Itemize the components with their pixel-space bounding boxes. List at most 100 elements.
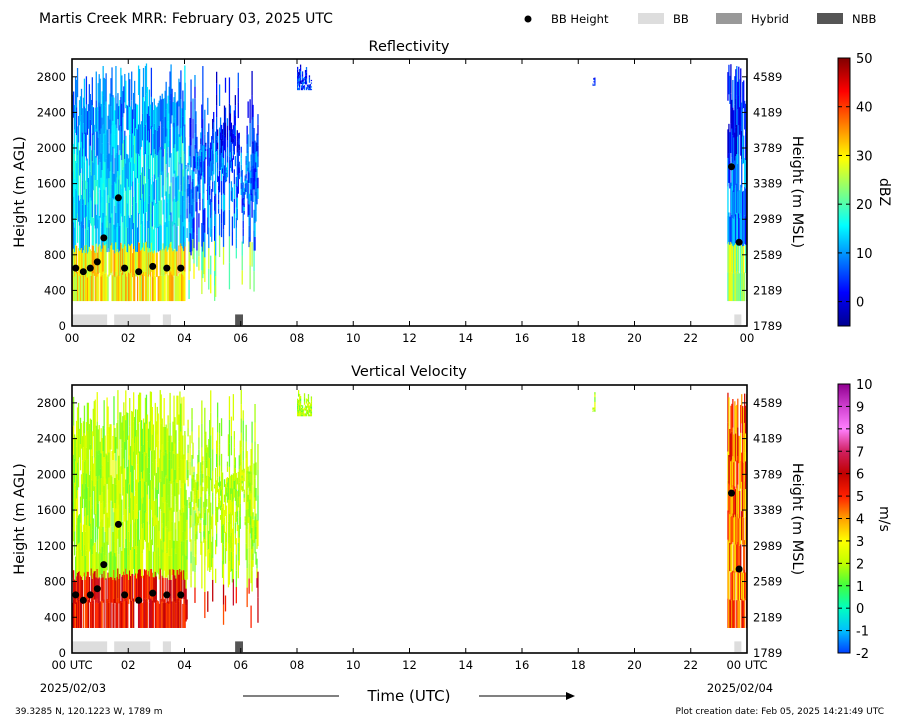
echo-cell bbox=[305, 69, 308, 73]
echo-cell bbox=[75, 162, 78, 191]
echo-cell bbox=[125, 245, 127, 274]
echo-cell bbox=[99, 78, 101, 107]
echo-cell bbox=[213, 132, 215, 144]
echo-cell bbox=[77, 599, 80, 628]
echo-cell bbox=[174, 522, 176, 549]
echo-cell bbox=[210, 390, 212, 413]
echo-cell bbox=[90, 598, 92, 628]
echo-cell bbox=[151, 226, 154, 252]
echo-cell bbox=[154, 129, 156, 155]
echo-cell bbox=[89, 119, 91, 146]
echo-cell bbox=[235, 587, 237, 604]
echo-cell bbox=[736, 124, 738, 155]
velocity-ylabel-msl: Height (m MSL) bbox=[789, 463, 805, 575]
echo-cell bbox=[88, 219, 91, 247]
echo-cell bbox=[209, 195, 211, 205]
echo-cell bbox=[207, 183, 209, 201]
echo-cell bbox=[188, 184, 190, 204]
echo-cell bbox=[122, 91, 124, 118]
y-tick-label: 400 bbox=[44, 283, 66, 297]
echo-cell bbox=[736, 600, 738, 628]
echo-cell bbox=[194, 133, 196, 145]
echo-cell bbox=[105, 130, 107, 159]
echo-cell bbox=[238, 167, 240, 174]
echo-cell bbox=[175, 152, 177, 178]
echo-cell bbox=[594, 79, 596, 82]
echo-cell bbox=[246, 153, 248, 163]
echo-cell bbox=[196, 498, 198, 507]
echo-cell bbox=[239, 465, 241, 479]
echo-cell bbox=[309, 87, 312, 88]
echo-cell bbox=[198, 486, 200, 499]
echo-cell bbox=[140, 602, 143, 628]
echo-cell bbox=[135, 504, 138, 529]
echo-cell bbox=[154, 276, 156, 302]
echo-cell bbox=[197, 186, 199, 192]
echo-cell bbox=[180, 487, 182, 516]
echo-cell bbox=[592, 409, 594, 410]
echo-cell bbox=[92, 573, 94, 601]
echo-cell bbox=[77, 543, 80, 572]
echo-cell bbox=[108, 477, 110, 503]
echo-cell bbox=[161, 575, 163, 602]
echo-cell bbox=[82, 250, 85, 276]
echo-cell bbox=[240, 404, 242, 419]
echo-cell bbox=[221, 490, 224, 508]
echo-cell bbox=[97, 110, 99, 138]
echo-cell bbox=[88, 475, 91, 501]
echo-cell bbox=[136, 251, 139, 277]
echo-cell bbox=[116, 551, 118, 577]
echo-cell bbox=[175, 430, 177, 455]
echo-cell bbox=[202, 473, 204, 479]
echo-cell bbox=[74, 437, 77, 462]
echo-cell bbox=[170, 459, 172, 484]
echo-cell bbox=[217, 208, 220, 214]
echo-cell bbox=[131, 465, 133, 493]
echo-cell bbox=[158, 276, 160, 302]
echo-cell bbox=[146, 521, 149, 548]
echo-cell bbox=[89, 523, 91, 550]
echo-cell bbox=[238, 144, 240, 151]
echo-cell bbox=[225, 174, 228, 177]
echo-cell bbox=[306, 403, 309, 406]
echo-cell bbox=[82, 602, 85, 628]
echo-cell bbox=[123, 166, 125, 194]
echo-cell bbox=[212, 470, 214, 493]
echo-cell bbox=[87, 459, 90, 488]
echo-cell bbox=[98, 425, 100, 451]
echo-cell bbox=[302, 87, 305, 89]
echo-cell bbox=[184, 164, 186, 192]
echo-cell bbox=[72, 143, 75, 171]
echo-cell bbox=[229, 536, 232, 549]
echo-cell bbox=[176, 540, 178, 570]
echo-cell bbox=[739, 273, 741, 302]
echo-cell bbox=[248, 547, 250, 564]
echo-cell bbox=[146, 140, 149, 168]
echo-cell bbox=[162, 156, 164, 186]
echo-cell bbox=[304, 409, 307, 411]
echo-cell bbox=[103, 273, 105, 302]
echo-cell bbox=[103, 105, 105, 134]
echo-cell bbox=[308, 405, 311, 408]
echo-cell bbox=[87, 543, 90, 572]
echo-cell bbox=[117, 390, 119, 420]
echo-cell bbox=[204, 134, 206, 159]
echo-cell bbox=[108, 227, 110, 252]
echo-cell bbox=[186, 499, 188, 520]
echo-cell bbox=[310, 411, 313, 414]
legend-nbb-swatch bbox=[817, 13, 843, 24]
echo-cell bbox=[129, 512, 131, 542]
echo-cell bbox=[97, 454, 99, 480]
echo-cell bbox=[121, 103, 123, 132]
echo-cell bbox=[745, 244, 747, 273]
echo-cell bbox=[83, 106, 86, 135]
echo-cell bbox=[304, 72, 307, 76]
echo-cell bbox=[103, 217, 105, 246]
echo-cell bbox=[122, 196, 124, 223]
echo-cell bbox=[158, 150, 160, 176]
echo-cell bbox=[593, 410, 595, 411]
echo-cell bbox=[79, 224, 82, 250]
echo-cell bbox=[143, 151, 146, 177]
echo-cell bbox=[242, 460, 244, 471]
echo-cell bbox=[238, 132, 240, 139]
